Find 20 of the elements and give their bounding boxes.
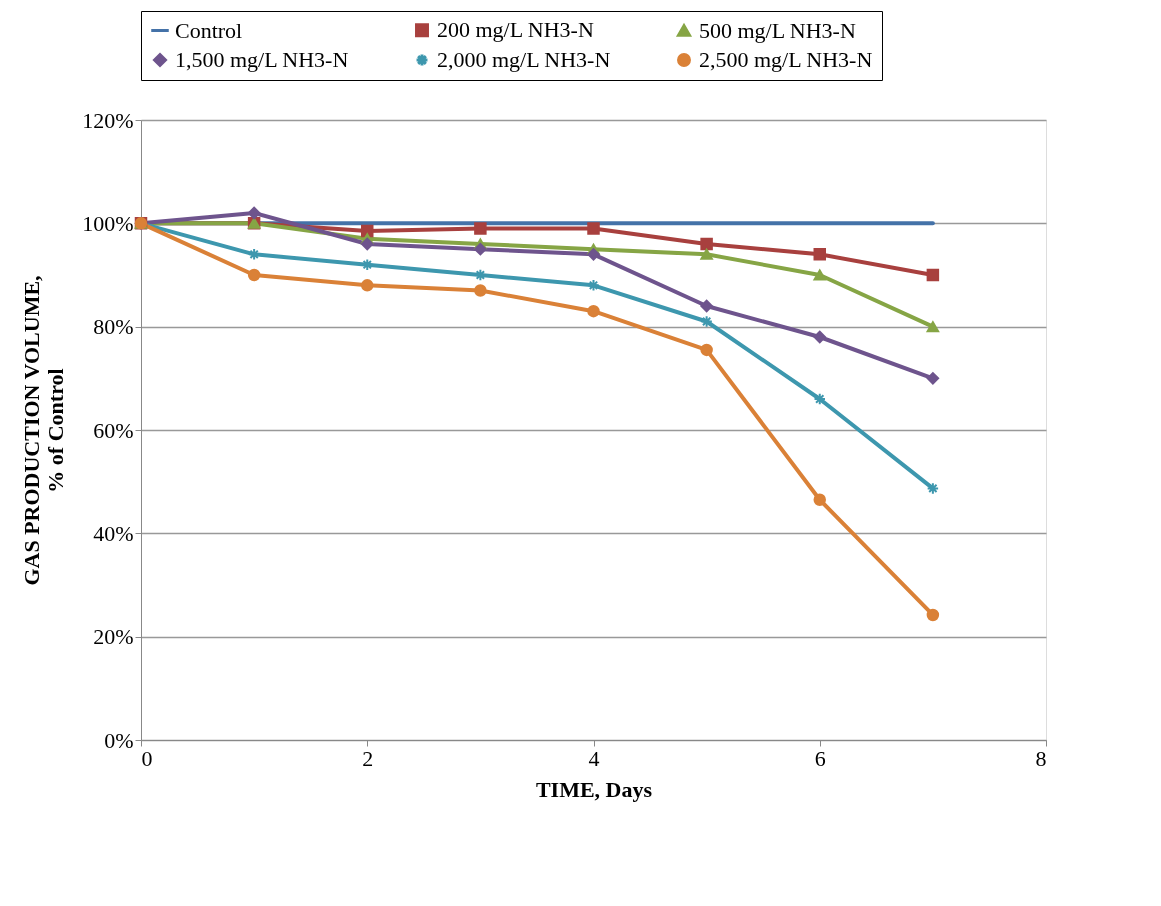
x-axis-title: TIME, Days xyxy=(535,776,653,802)
legend-label: 1,500 mg/L NH3-N xyxy=(175,47,349,72)
x-tick-label: 8 xyxy=(1035,745,1047,771)
y-axis-title: GAS PRODUCTION VOLUME, % of Control xyxy=(19,275,69,586)
x-tick-label: 6 xyxy=(814,745,826,771)
y-tick-label: 120% xyxy=(82,107,134,133)
y-tick-label: 20% xyxy=(93,624,134,650)
y-tick-label: 40% xyxy=(93,520,134,546)
y-tick-label: 100% xyxy=(82,210,134,236)
legend-label: 2,000 mg/L NH3-N xyxy=(437,47,611,72)
y-tick-label: 0% xyxy=(104,727,134,753)
legend-label: 500 mg/L NH3-N xyxy=(699,17,856,43)
x-tick-label: 0 xyxy=(141,745,153,771)
legend-label: 2,500 mg/L NH3-N xyxy=(699,47,873,72)
x-tick-label: 4 xyxy=(588,745,600,771)
legend-label: Control xyxy=(175,17,243,43)
y-tick-label: 60% xyxy=(93,417,134,443)
y-tick-label: 80% xyxy=(93,314,134,340)
legend-label: 200 mg/L NH3-N xyxy=(437,17,594,43)
x-tick-label: 2 xyxy=(362,745,374,771)
